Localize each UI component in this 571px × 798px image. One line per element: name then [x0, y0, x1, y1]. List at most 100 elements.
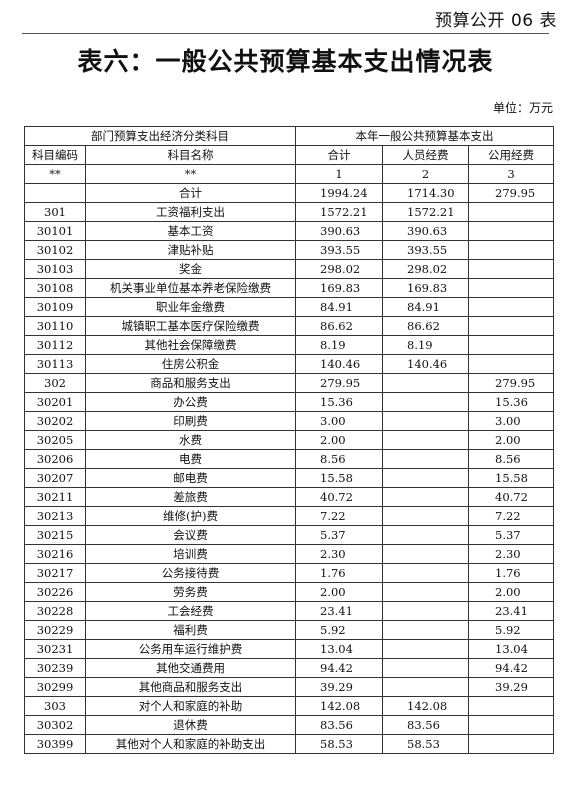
personnel-cell: 169.83: [382, 278, 469, 298]
index-cell: 1: [295, 164, 383, 184]
personnel-cell: [382, 601, 469, 621]
public-cell: 94.42: [467, 658, 555, 678]
name-cell: 培训费: [85, 544, 296, 564]
index-cell: 2: [382, 164, 469, 184]
public-cell: 2.00: [467, 582, 555, 602]
personnel-cell: [382, 620, 469, 640]
name-cell: 电费: [85, 449, 296, 469]
personnel-cell: [382, 563, 469, 583]
total-cell: 3.00: [295, 411, 383, 431]
total-cell: 8.56: [295, 449, 383, 469]
name-cell: 劳务费: [85, 582, 296, 602]
public-cell: 39.29: [467, 677, 555, 697]
table-row: 30102 津贴补贴 393.55 393.55: [24, 240, 555, 260]
total-cell: 140.46: [295, 354, 383, 374]
personnel-cell: [382, 487, 469, 507]
name-cell: 工会经费: [85, 601, 296, 621]
public-cell: 15.58: [467, 468, 555, 488]
code-cell: 30228: [24, 601, 86, 621]
code-cell: 30207: [24, 468, 86, 488]
personnel-cell: 83.56: [382, 715, 469, 735]
table-row: 30103 奖金 298.02 298.02: [24, 259, 555, 279]
name-cell: 城镇职工基本医疗保险缴费: [85, 316, 296, 336]
code-cell: 30113: [24, 354, 86, 374]
total-cell: 2.00: [295, 430, 383, 450]
name-cell: 福利费: [85, 620, 296, 640]
unit-label: 单位：万元: [492, 101, 553, 115]
name-cell: 水费: [85, 430, 296, 450]
column-header-personnel: 人员经费: [382, 145, 469, 165]
table-row: 30399 其他对个人和家庭的补助支出 58.53 58.53: [24, 734, 555, 754]
name-cell: 商品和服务支出: [85, 373, 296, 393]
name-cell: 住房公积金: [85, 354, 296, 374]
code-cell: 30215: [24, 525, 86, 545]
table-row: 30213 维修(护)费 7.22 7.22: [24, 506, 555, 526]
code-cell: 30102: [24, 240, 86, 260]
group-header-left: 部门预算支出经济分类科目: [24, 126, 296, 146]
table-row: 30211 差旅费 40.72 40.72: [24, 487, 555, 507]
public-cell: [467, 202, 555, 222]
public-cell: 279.95: [467, 373, 555, 393]
name-cell: 会议费: [85, 525, 296, 545]
public-cell: 15.36: [467, 392, 555, 412]
name-cell: 合计: [85, 183, 296, 203]
personnel-cell: [382, 582, 469, 602]
personnel-cell: 58.53: [382, 734, 469, 754]
personnel-cell: 8.19: [382, 335, 469, 355]
public-cell: 2.30: [467, 544, 555, 564]
total-cell: 7.22: [295, 506, 383, 526]
table-row: 30201 办公费 15.36 15.36: [24, 392, 555, 412]
column-header-code: 科目编码: [24, 145, 86, 165]
personnel-cell: 298.02: [382, 259, 469, 279]
table-row: 30110 城镇职工基本医疗保险缴费 86.62 86.62: [24, 316, 555, 336]
total-cell: 390.63: [295, 221, 383, 241]
table-row: 30206 电费 8.56 8.56: [24, 449, 555, 469]
code-cell: 30205: [24, 430, 86, 450]
document-code: 预算公开 06 表: [435, 11, 557, 31]
public-cell: [467, 715, 555, 735]
public-cell: 5.92: [467, 620, 555, 640]
name-cell: 退休费: [85, 715, 296, 735]
personnel-cell: 390.63: [382, 221, 469, 241]
total-cell: 23.41: [295, 601, 383, 621]
table-row: 302 商品和服务支出 279.95 279.95: [24, 373, 555, 393]
code-cell: 30399: [24, 734, 86, 754]
name-cell: 机关事业单位基本养老保险缴费: [85, 278, 296, 298]
table-row: 30216 培训费 2.30 2.30: [24, 544, 555, 564]
public-cell: 40.72: [467, 487, 555, 507]
name-cell: 公务接待费: [85, 563, 296, 583]
public-cell: [467, 354, 555, 374]
code-cell: 30226: [24, 582, 86, 602]
total-cell: 13.04: [295, 639, 383, 659]
personnel-cell: [382, 411, 469, 431]
public-cell: [467, 734, 555, 754]
header-rule: [22, 33, 549, 34]
name-cell: 其他商品和服务支出: [85, 677, 296, 697]
table-row: 30226 劳务费 2.00 2.00: [24, 582, 555, 602]
index-cell: **: [85, 164, 296, 184]
code-cell: 30112: [24, 335, 86, 355]
table-row: 301 工资福利支出 1572.21 1572.21: [24, 202, 555, 222]
column-header-name: 科目名称: [85, 145, 296, 165]
code-cell: 30229: [24, 620, 86, 640]
budget-table: 部门预算支出经济分类科目 本年一般公共预算基本支出 科目编码 科目名称 合计 人…: [24, 126, 555, 754]
personnel-cell: [382, 449, 469, 469]
code-cell: 30239: [24, 658, 86, 678]
total-cell: 2.30: [295, 544, 383, 564]
total-cell: 393.55: [295, 240, 383, 260]
total-cell: 15.36: [295, 392, 383, 412]
name-cell: 奖金: [85, 259, 296, 279]
group-header-right: 本年一般公共预算基本支出: [294, 126, 555, 146]
table-row: 30109 职业年金缴费 84.91 84.91: [24, 297, 555, 317]
public-cell: [467, 696, 555, 716]
personnel-cell: [382, 392, 469, 412]
name-cell: 办公费: [85, 392, 296, 412]
name-cell: 工资福利支出: [85, 202, 296, 222]
name-cell: 印刷费: [85, 411, 296, 431]
total-cell: 1.76: [295, 563, 383, 583]
name-cell: 公务用车运行维护费: [85, 639, 296, 659]
public-cell: 5.37: [467, 525, 555, 545]
public-cell: [467, 278, 555, 298]
table-index-row: ** ** 1 2 3: [24, 164, 555, 184]
table-row: 30239 其他交通费用 94.42 94.42: [24, 658, 555, 678]
